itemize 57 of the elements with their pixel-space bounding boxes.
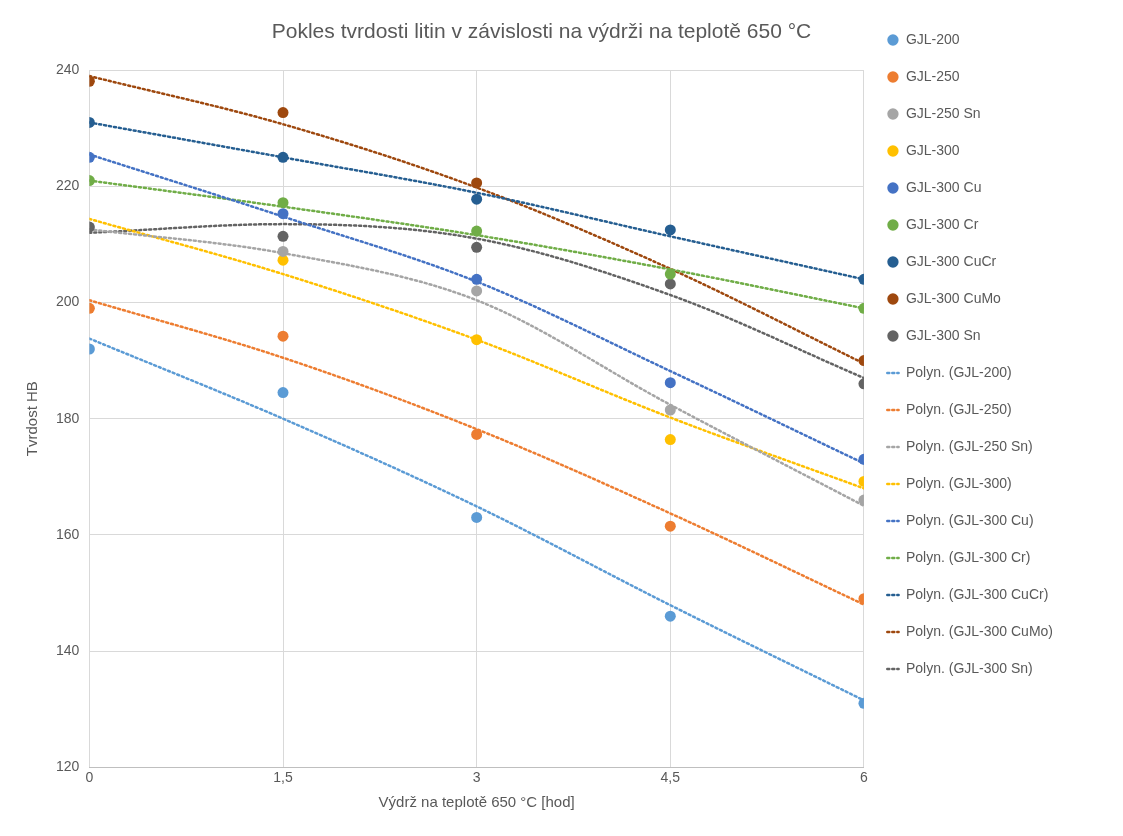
legend-label: Polyn. (GJL-300 Cr): [905, 548, 1031, 565]
point: [664, 377, 676, 389]
point: [277, 197, 289, 209]
y-tick-label: 200: [56, 293, 80, 310]
legend-label: GJL-250 Sn: [905, 104, 981, 121]
point: [664, 610, 676, 622]
legend-label: GJL-300 Cu: [905, 178, 982, 195]
legend-label: Polyn. (GJL-200): [905, 363, 1012, 380]
point: [664, 434, 676, 446]
point: [277, 230, 289, 242]
point: [277, 208, 289, 220]
y-tick-label: 240: [56, 61, 80, 78]
point: [471, 241, 483, 253]
legend-label: Polyn. (GJL-250 Sn): [905, 437, 1033, 454]
point: [471, 225, 483, 237]
legend-label: GJL-300 Cr: [905, 215, 979, 232]
point: [277, 151, 289, 163]
x-tick-label: 1,5: [273, 769, 293, 786]
point: [471, 511, 483, 523]
point: [277, 330, 289, 342]
x-tick-label: 6: [860, 769, 869, 786]
point: [277, 245, 289, 257]
point: [664, 278, 676, 290]
y-tick-label: 160: [56, 525, 80, 542]
point: [664, 404, 676, 416]
point: [471, 285, 483, 297]
legend-label: GJL-300 Sn: [905, 326, 981, 343]
legend-label: GJL-300 CuMo: [905, 289, 1002, 306]
y-axis-title: Tvrdost HB: [23, 381, 41, 457]
legend-label: GJL-200: [905, 30, 960, 47]
legend-label: Polyn. (GJL-250): [905, 400, 1012, 417]
point: [471, 428, 483, 440]
legend-label: GJL-300: [905, 141, 960, 158]
chart-title: Pokles tvrdosti litin v závislosti na výdrži na teplotě 650 °C: [271, 19, 812, 43]
line-series: [89, 298, 864, 606]
y-tick-label: 120: [56, 758, 80, 775]
point: [471, 273, 483, 285]
point: [471, 334, 483, 346]
x-tick-label: 4,5: [660, 769, 681, 786]
legend-label: Polyn. (GJL-300 Sn): [905, 659, 1033, 676]
point: [664, 224, 676, 236]
legend-label: GJL-300 CuCr: [905, 252, 997, 269]
legend-label: Polyn. (GJL-300 CuMo): [905, 622, 1054, 639]
y-tick-label: 220: [56, 177, 80, 194]
legend-label: Polyn. (GJL-300 Cu): [905, 511, 1034, 528]
legend-label: Polyn. (GJL-300 CuCr): [905, 585, 1049, 602]
point: [664, 268, 676, 280]
point: [277, 387, 289, 399]
point: [471, 193, 483, 205]
x-tick-label: 3: [472, 769, 481, 786]
y-tick-label: 180: [56, 409, 80, 426]
point: [664, 520, 676, 532]
y-tick-label: 140: [56, 641, 80, 658]
legend-label: Polyn. (GJL-300): [905, 474, 1012, 491]
x-tick-label: 0: [85, 769, 94, 786]
x-axis-title: Výdrž na teplotě 650 °C [hod]: [378, 793, 575, 811]
legend-label: GJL-250: [905, 67, 960, 84]
